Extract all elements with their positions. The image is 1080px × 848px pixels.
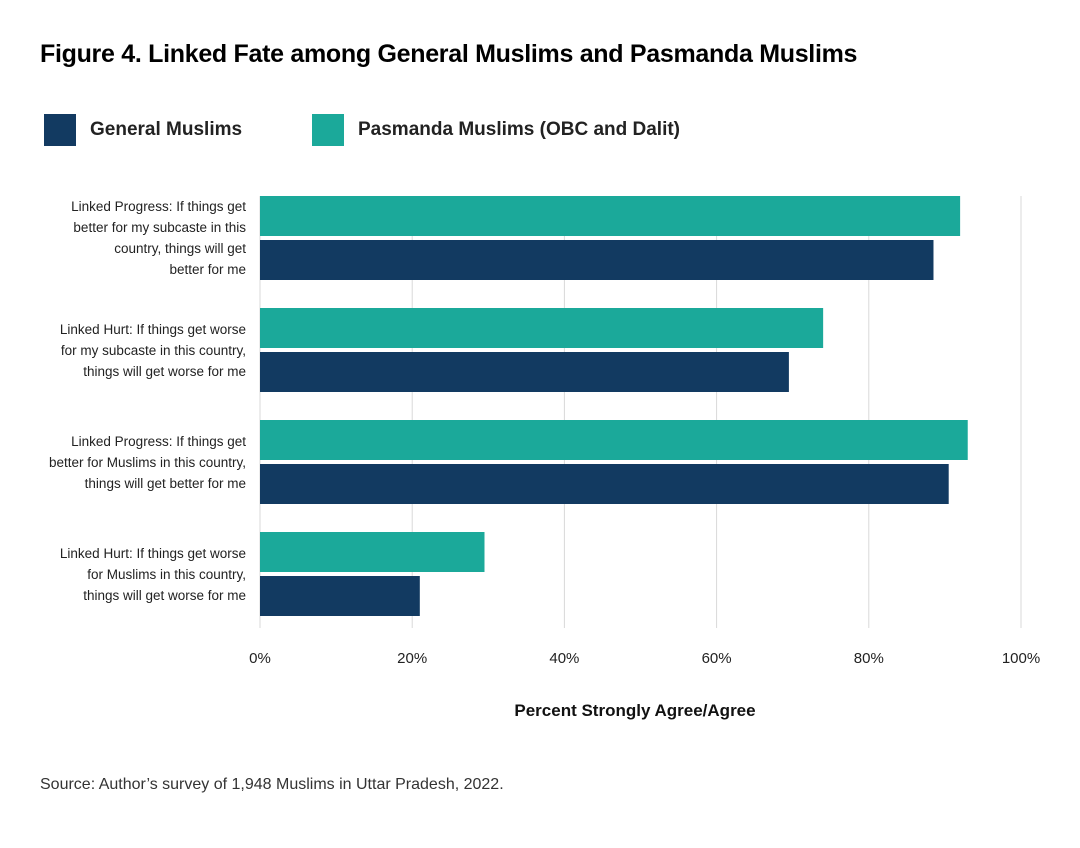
legend-label-pasmanda-muslims: Pasmanda Muslims (OBC and Dalit) xyxy=(358,119,681,140)
bar-general-3 xyxy=(260,576,420,616)
x-tick-label: 100% xyxy=(1002,650,1040,667)
x-tick-labels: 0% 20% 40% 60% 80% 100% xyxy=(249,650,1040,667)
bar-pasmanda-3 xyxy=(260,532,485,572)
x-tick-label: 20% xyxy=(397,650,427,667)
category-label-line: better for my subcaste in this xyxy=(73,220,246,235)
category-label: Linked Hurt: If things get worse for my s… xyxy=(10,319,246,382)
bar-general-0 xyxy=(260,240,934,280)
chart-title: Figure 4. Linked Fate among General Musl… xyxy=(40,40,858,68)
category-label-line: for Muslims in this country, xyxy=(87,566,246,582)
x-tick-label: 40% xyxy=(549,650,579,667)
category-label-line: better for me xyxy=(169,262,246,277)
category-label-line: country, things will get xyxy=(114,241,246,256)
legend-item-general-muslims: General Muslims xyxy=(44,114,242,146)
category-label: Linked Progress: If things get better for… xyxy=(10,196,246,280)
category-label: Linked Hurt: If things get worse for Musl… xyxy=(10,543,246,606)
category-label-line: things will get better for me xyxy=(84,475,246,491)
category-label-line: Linked Hurt: If things get worse xyxy=(59,545,246,561)
bar-pasmanda-2 xyxy=(260,420,968,460)
category-label-line: better for Muslims in this country, xyxy=(48,454,246,470)
bar-pasmanda-1 xyxy=(260,308,824,348)
x-tick-label: 0% xyxy=(249,650,271,667)
x-tick-label: 80% xyxy=(854,650,884,667)
bar-general-2 xyxy=(260,464,949,504)
category-label-line: Linked Progress: If things get xyxy=(71,433,246,449)
legend-label-general-muslims: General Muslims xyxy=(90,119,243,140)
category-label: Linked Progress: If things get better for… xyxy=(10,431,246,494)
x-tick-label: 60% xyxy=(702,650,732,667)
category-label-line: Linked Hurt: If things get worse xyxy=(59,321,246,337)
category-label-line: Linked Progress: If things get xyxy=(71,199,246,214)
bar-pasmanda-0 xyxy=(260,196,961,236)
bar-general-1 xyxy=(260,352,789,392)
bars xyxy=(260,196,968,616)
source-note: Source: Author’s survey of 1,948 Muslims… xyxy=(40,776,504,793)
category-label-line: things will get worse for me xyxy=(83,587,246,603)
legend-item-pasmanda-muslims: Pasmanda Muslims (OBC and Dalit) xyxy=(312,114,680,146)
legend-swatch-general-muslims xyxy=(44,114,76,146)
category-label-line: for my subcaste in this country, xyxy=(60,342,246,358)
x-axis-label: Percent Strongly Agree/Agree xyxy=(514,701,755,720)
legend-swatch-pasmanda-muslims xyxy=(312,114,344,146)
category-label-line: things will get worse for me xyxy=(83,363,246,379)
